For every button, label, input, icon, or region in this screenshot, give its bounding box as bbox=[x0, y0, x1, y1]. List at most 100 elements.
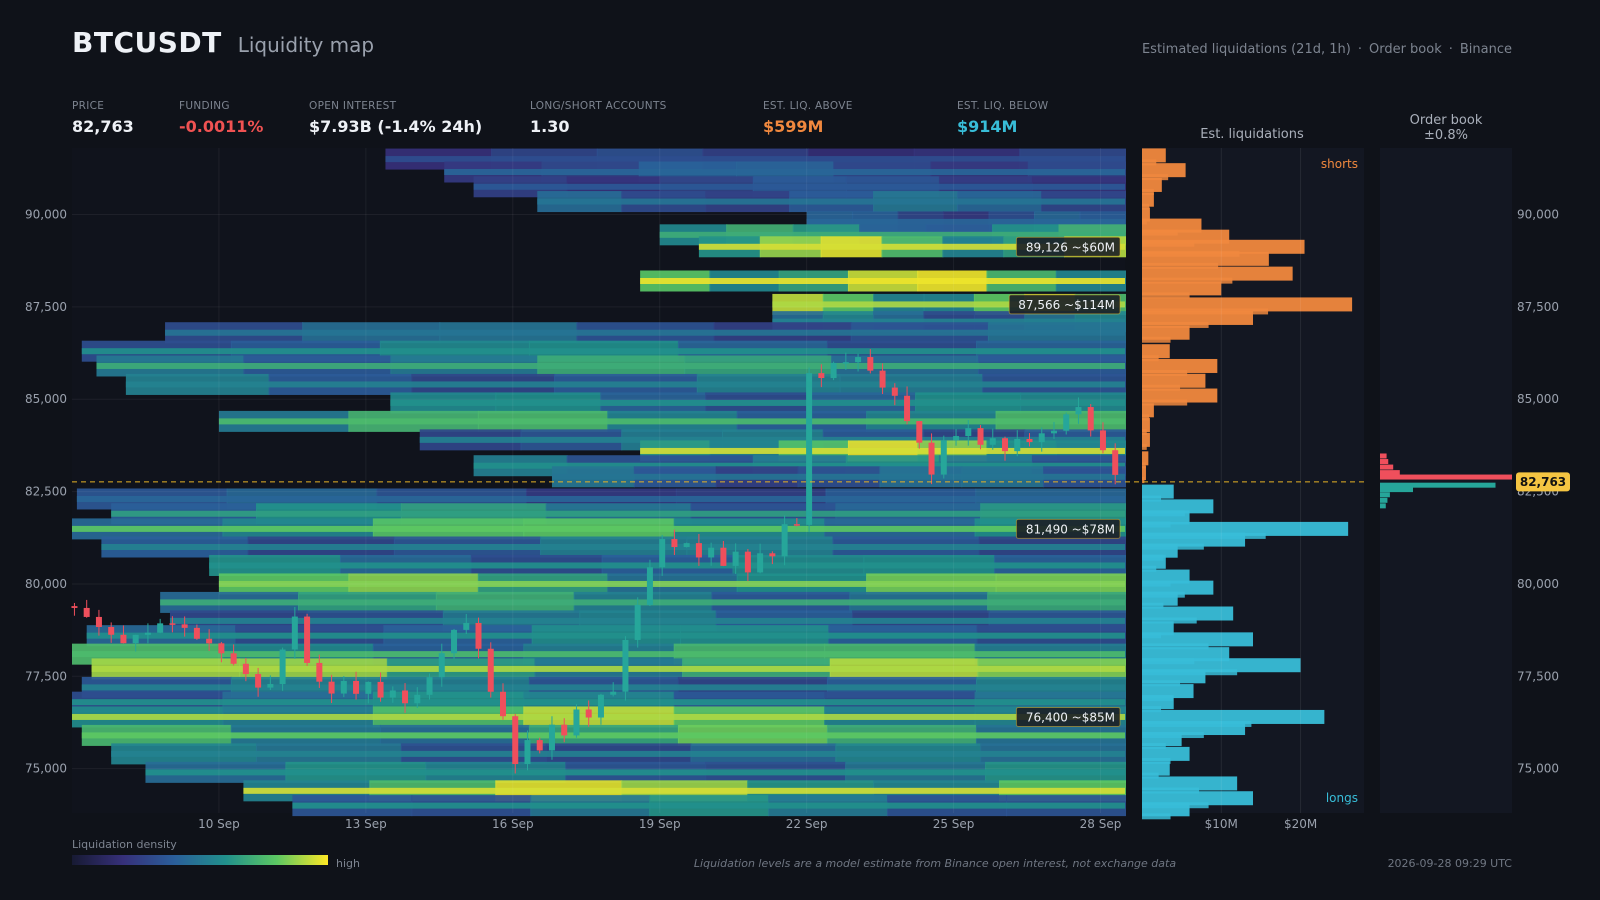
liquidation-bar-long bbox=[1142, 617, 1197, 624]
stat-open-interest: OPEN INTEREST $7.93B (-1.4% 24h) bbox=[309, 100, 482, 136]
liquidation-bar-short bbox=[1142, 163, 1186, 178]
stat-value: $599M bbox=[763, 117, 824, 136]
y-tick-label-right: 77,500 bbox=[1517, 669, 1559, 683]
liquidation-band-core bbox=[419, 436, 1126, 443]
liquidation-bar-long bbox=[1142, 499, 1214, 514]
legend-high-label: high bbox=[336, 857, 360, 870]
liquidation-bar-short bbox=[1142, 399, 1188, 406]
candle-body bbox=[904, 395, 911, 422]
candle-body bbox=[218, 643, 225, 654]
liquidation-bar-long bbox=[1142, 721, 1246, 736]
candle-body bbox=[989, 438, 996, 445]
liquidation-bar-short bbox=[1142, 297, 1353, 312]
liquidation-bar-short bbox=[1142, 443, 1147, 450]
liquidation-band-core bbox=[169, 617, 1125, 624]
stat-long-short: LONG/SHORT ACCOUNTS 1.30 bbox=[530, 100, 667, 136]
liquidation-bar-short bbox=[1142, 358, 1218, 373]
chart-subtitle: Liquidity map bbox=[237, 33, 375, 57]
stat-value: -0.0011% bbox=[179, 117, 264, 136]
candle-body bbox=[463, 622, 470, 630]
liquidation-band-core bbox=[111, 510, 1125, 517]
y-tick-label-left: 90,000 bbox=[25, 208, 67, 222]
candle-body bbox=[1099, 430, 1106, 451]
liquidation-bar-short bbox=[1142, 369, 1188, 376]
x-tick-label: 16 Sep bbox=[492, 817, 534, 831]
candle-body bbox=[524, 740, 531, 765]
title-row: BTCUSDT Liquidity map bbox=[72, 26, 374, 59]
liquidation-bar-long bbox=[1142, 813, 1171, 820]
liquidation-bar-long bbox=[1142, 647, 1230, 662]
candle-body bbox=[71, 606, 78, 608]
stat-value: 82,763 bbox=[72, 117, 134, 136]
chart-grid bbox=[72, 148, 1125, 813]
stat-label: PRICE bbox=[72, 100, 105, 112]
candle-body bbox=[242, 663, 249, 675]
candle-body bbox=[438, 653, 445, 678]
liquidation-band-core bbox=[243, 787, 1126, 794]
candle-body bbox=[1038, 433, 1045, 443]
liquidation-bar-long bbox=[1142, 757, 1171, 764]
y-tick-label-right: 90,000 bbox=[1517, 208, 1559, 222]
stat-funding: FUNDING -0.0011% bbox=[179, 100, 263, 136]
liquidation-bar-long bbox=[1142, 658, 1301, 673]
liquidation-bar-long bbox=[1142, 802, 1190, 817]
liquidation-band-core bbox=[444, 169, 1125, 176]
candle-body bbox=[708, 547, 715, 558]
liq-x-tick-label: $20M bbox=[1284, 817, 1317, 831]
liquidation-band-core bbox=[390, 399, 1125, 406]
candle-body bbox=[879, 370, 886, 388]
price-candles bbox=[71, 349, 1119, 774]
y-tick-label-left: 85,000 bbox=[25, 392, 67, 406]
liquidation-bar-short bbox=[1142, 466, 1146, 481]
liquidation-band-core bbox=[72, 525, 1125, 532]
liquidation-bar-long bbox=[1142, 776, 1238, 791]
x-tick-label: 10 Sep bbox=[198, 817, 240, 831]
liquidation-bar-short bbox=[1142, 384, 1181, 391]
candle-body bbox=[928, 442, 935, 475]
candle-body bbox=[1026, 438, 1033, 443]
liquidation-bar-long bbox=[1142, 732, 1182, 747]
liquidation-bar-short bbox=[1142, 414, 1150, 421]
liquidation-band-core bbox=[772, 301, 1125, 308]
stat-label: LONG/SHORT ACCOUNTS bbox=[530, 100, 667, 112]
orderbook-panel-title: Order book ±0.8% bbox=[1380, 113, 1512, 143]
liquidation-band-core bbox=[91, 665, 1125, 672]
candle-body bbox=[634, 604, 641, 640]
candle-body bbox=[830, 362, 837, 379]
liquidation-bar-long bbox=[1142, 632, 1253, 647]
liquidation-bar-long bbox=[1142, 706, 1162, 713]
liquidation-band-core bbox=[86, 632, 1126, 639]
footnote: Liquidation levels are a model estimate … bbox=[693, 857, 1177, 870]
liquidation-bar-long bbox=[1142, 761, 1170, 776]
liquidation-bar-short bbox=[1142, 429, 1147, 436]
liquidation-bar-long bbox=[1142, 602, 1164, 609]
symbol-title: BTCUSDT bbox=[72, 26, 222, 59]
stat-liq-below: EST. LIQ. BELOW $914M bbox=[957, 100, 1049, 136]
candle-body bbox=[1063, 414, 1070, 431]
candle-body bbox=[499, 691, 506, 717]
liquidation-band-core bbox=[698, 243, 1125, 250]
liquidation-band-core bbox=[81, 348, 1125, 355]
candle-body bbox=[340, 680, 347, 694]
candle-body bbox=[732, 551, 739, 566]
liquidation-band-core bbox=[101, 544, 1125, 550]
liquidation-bar-long bbox=[1142, 606, 1234, 621]
orderbook-ask-bar bbox=[1380, 474, 1512, 480]
candle-body bbox=[267, 684, 274, 688]
candle-body bbox=[659, 539, 666, 568]
candle-body bbox=[940, 440, 947, 475]
liquidation-bar-short bbox=[1142, 177, 1162, 192]
liquidation-bar-short bbox=[1142, 203, 1150, 210]
candle-body bbox=[181, 624, 188, 628]
candle-body bbox=[120, 634, 127, 644]
candle-body bbox=[671, 539, 678, 548]
liquidation-band-core bbox=[111, 750, 1125, 757]
candle-body bbox=[757, 553, 764, 573]
candle-body bbox=[193, 627, 200, 639]
candle-body bbox=[867, 357, 874, 371]
liquidation-bar-short bbox=[1142, 388, 1218, 403]
liquidation-bar-short bbox=[1142, 344, 1170, 359]
liq-x-tick-label: $10M bbox=[1205, 817, 1238, 831]
candle-body bbox=[1014, 438, 1021, 452]
liquidation-band-core bbox=[160, 599, 1125, 606]
